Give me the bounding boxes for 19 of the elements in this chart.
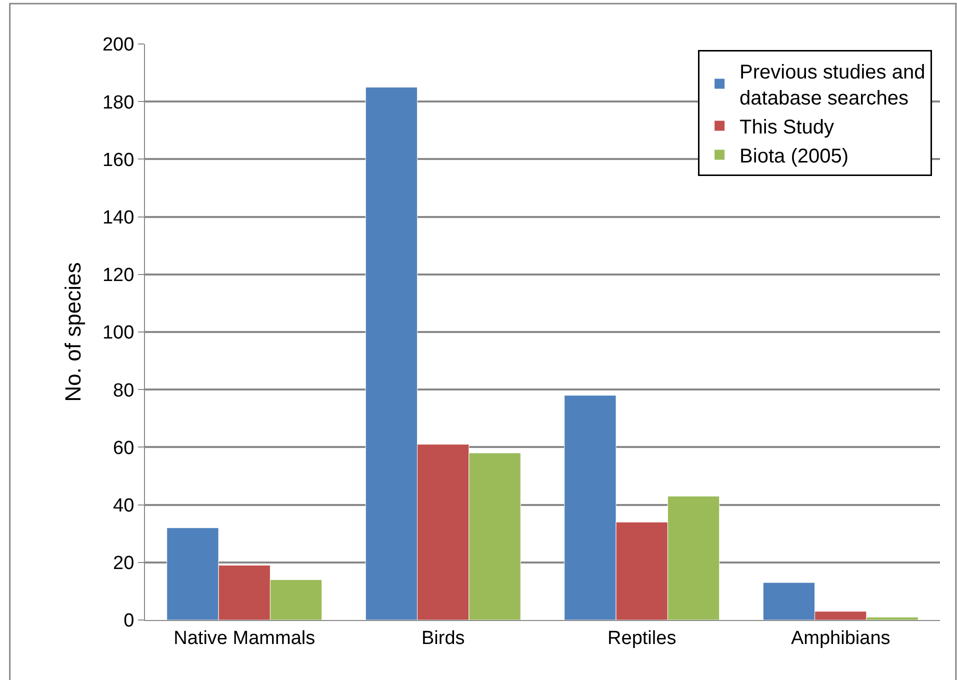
y-tick-label: 60 — [113, 438, 134, 459]
y-tick-label: 80 — [113, 380, 134, 402]
x-tick-label: Amphibians — [790, 628, 890, 649]
legend-label: Previous studies and database searches — [740, 62, 926, 110]
y-tick-label: 200 — [102, 34, 134, 56]
y-tick-label: 40 — [113, 495, 134, 516]
y-tick-label: 100 — [102, 322, 134, 344]
y-tick-label: 20 — [113, 553, 134, 574]
y-tick-label: 160 — [102, 150, 134, 171]
x-tick-label: Reptiles — [608, 628, 676, 649]
x-tick-label: Birds — [421, 628, 465, 649]
legend-label: This Study — [740, 116, 834, 139]
y-axis-title: No. of species — [60, 262, 86, 402]
y-tick-label: 140 — [102, 207, 134, 228]
y-tick-label: 120 — [102, 265, 134, 286]
y-tick-label: 0 — [124, 610, 134, 632]
legend-label: Biota (2005) — [740, 146, 849, 168]
y-tick-label: 180 — [102, 92, 134, 114]
x-tick-label: Native Mammals — [174, 628, 316, 649]
